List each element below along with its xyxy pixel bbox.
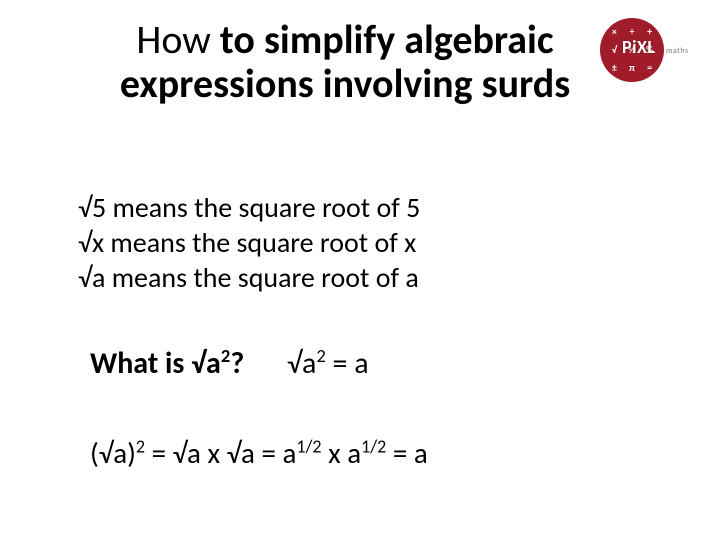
question-prefix: What is √a (90, 345, 221, 382)
title-lead: How (136, 15, 220, 64)
question-answer: √a2 = a (287, 345, 369, 382)
equation-row: (√a)2 = √a x √a = a1/2 x a1/2 = a (90, 435, 428, 471)
eq-exp: 1/2 (361, 435, 386, 457)
question-row: What is √a2? √a2 = a (90, 345, 369, 382)
eq-part: = √a x √a = a (145, 435, 296, 471)
slide-title: How to simplify algebraic expressions in… (0, 18, 720, 106)
eq-part: x a (322, 435, 362, 471)
eq-part: = a (386, 435, 427, 471)
definition-line: √5 means the square root of 5 (78, 190, 420, 225)
title-bold-2: expressions involving surds (120, 59, 570, 108)
question-suffix: ? (230, 345, 244, 382)
definition-line: √x means the square root of x (78, 225, 420, 260)
question-exp: 2 (221, 344, 230, 367)
definition-line: √a means the square root of a (78, 260, 420, 295)
answer-suffix: = a (326, 345, 369, 382)
title-bold-1: to simplify algebraic (220, 15, 554, 64)
definitions-block: √5 means the square root of 5 √x means t… (78, 190, 420, 295)
question-prompt: What is √a2? (90, 345, 244, 382)
answer-prefix: √a (287, 345, 316, 382)
eq-part: (√a) (90, 435, 136, 471)
answer-exp: 2 (316, 344, 325, 367)
eq-exp: 1/2 (296, 435, 321, 457)
eq-exp: 2 (136, 435, 145, 457)
